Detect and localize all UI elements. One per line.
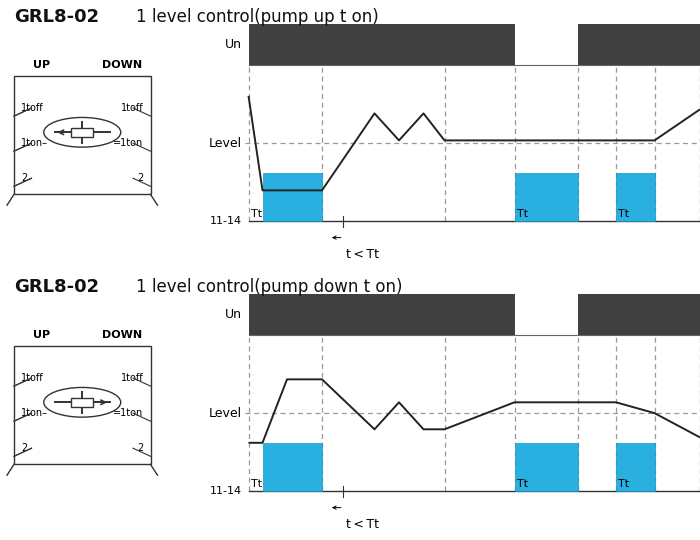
Text: =1ton: =1ton <box>113 138 144 148</box>
Bar <box>248 294 514 335</box>
Text: DOWN: DOWN <box>102 330 143 340</box>
Text: 1ton–: 1ton– <box>21 138 48 148</box>
Text: Un: Un <box>225 308 242 321</box>
Text: Level: Level <box>209 407 242 420</box>
Text: 2: 2 <box>21 443 27 453</box>
Bar <box>616 443 654 491</box>
Text: 11-14: 11-14 <box>209 487 241 496</box>
Text: UP: UP <box>34 60 50 70</box>
Circle shape <box>43 117 120 147</box>
Bar <box>248 24 514 65</box>
Text: GRL8-02: GRL8-02 <box>14 8 99 26</box>
Text: GRL8-02: GRL8-02 <box>14 278 99 296</box>
Text: 11-14: 11-14 <box>209 217 241 226</box>
Text: Tt: Tt <box>251 208 262 219</box>
Text: UP: UP <box>34 330 50 340</box>
Text: Tt: Tt <box>517 208 528 219</box>
Bar <box>262 173 322 221</box>
Text: t < Tt: t < Tt <box>346 248 379 261</box>
Bar <box>578 294 700 335</box>
Text: =1ton: =1ton <box>113 408 144 418</box>
Text: 1toff: 1toff <box>121 373 144 383</box>
Text: 1 level control(pump down t on): 1 level control(pump down t on) <box>136 278 403 296</box>
Circle shape <box>43 388 120 417</box>
Text: 1toff: 1toff <box>121 103 144 113</box>
Text: 1toff: 1toff <box>21 373 43 383</box>
Text: Tt: Tt <box>618 208 629 219</box>
Text: DOWN: DOWN <box>102 60 143 70</box>
Bar <box>14 76 150 194</box>
Text: 1toff: 1toff <box>21 103 43 113</box>
Bar <box>262 443 322 491</box>
Bar <box>578 24 700 65</box>
Text: 2: 2 <box>21 173 27 183</box>
Text: Tt: Tt <box>517 478 528 489</box>
Bar <box>514 173 578 221</box>
Text: 2: 2 <box>137 443 144 453</box>
Text: Level: Level <box>209 137 242 150</box>
Text: 1 level control(pump up t on): 1 level control(pump up t on) <box>136 8 379 26</box>
Bar <box>71 398 94 407</box>
Text: t < Tt: t < Tt <box>346 518 379 531</box>
Text: 2: 2 <box>137 173 144 183</box>
Bar <box>616 173 654 221</box>
Text: Tt: Tt <box>618 478 629 489</box>
Text: Tt: Tt <box>251 478 262 489</box>
Bar <box>514 443 578 491</box>
Bar <box>71 128 94 137</box>
Text: Un: Un <box>225 38 242 51</box>
Bar <box>14 346 150 464</box>
Text: 1ton–: 1ton– <box>21 408 48 418</box>
